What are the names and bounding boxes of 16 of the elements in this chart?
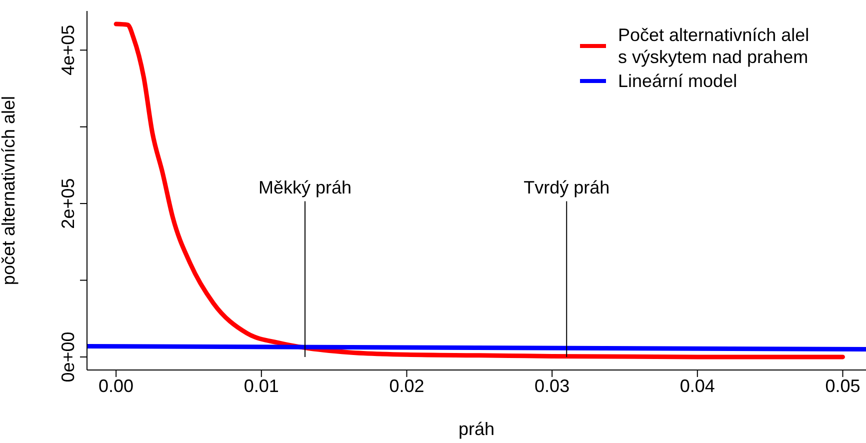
ref-line-label: Tvrdý práh bbox=[524, 177, 610, 198]
x-tick-label: 0.01 bbox=[244, 376, 279, 396]
x-axis-title: práh bbox=[458, 419, 495, 439]
x-tick-label: 0.03 bbox=[534, 376, 570, 396]
x-tick-label: 0.05 bbox=[825, 376, 860, 396]
legend-label: Lineární model bbox=[618, 70, 738, 92]
y-tick-label: 4e+05 bbox=[58, 24, 78, 76]
x-tick-label: 0.00 bbox=[98, 376, 134, 396]
x-tick-label: 0.04 bbox=[680, 376, 715, 396]
line-series bbox=[114, 22, 845, 360]
y-tick-label: 2e+05 bbox=[58, 178, 78, 229]
ref-line-label: Měkký práh bbox=[258, 177, 352, 198]
y-tick-label: 0e+00 bbox=[58, 332, 78, 382]
y-axis-title: počet alternativních alel bbox=[0, 96, 18, 286]
x-tick-label: 0.02 bbox=[389, 376, 424, 396]
legend-label: Počet alternativních alel s výskytem nad prahem bbox=[618, 24, 810, 68]
